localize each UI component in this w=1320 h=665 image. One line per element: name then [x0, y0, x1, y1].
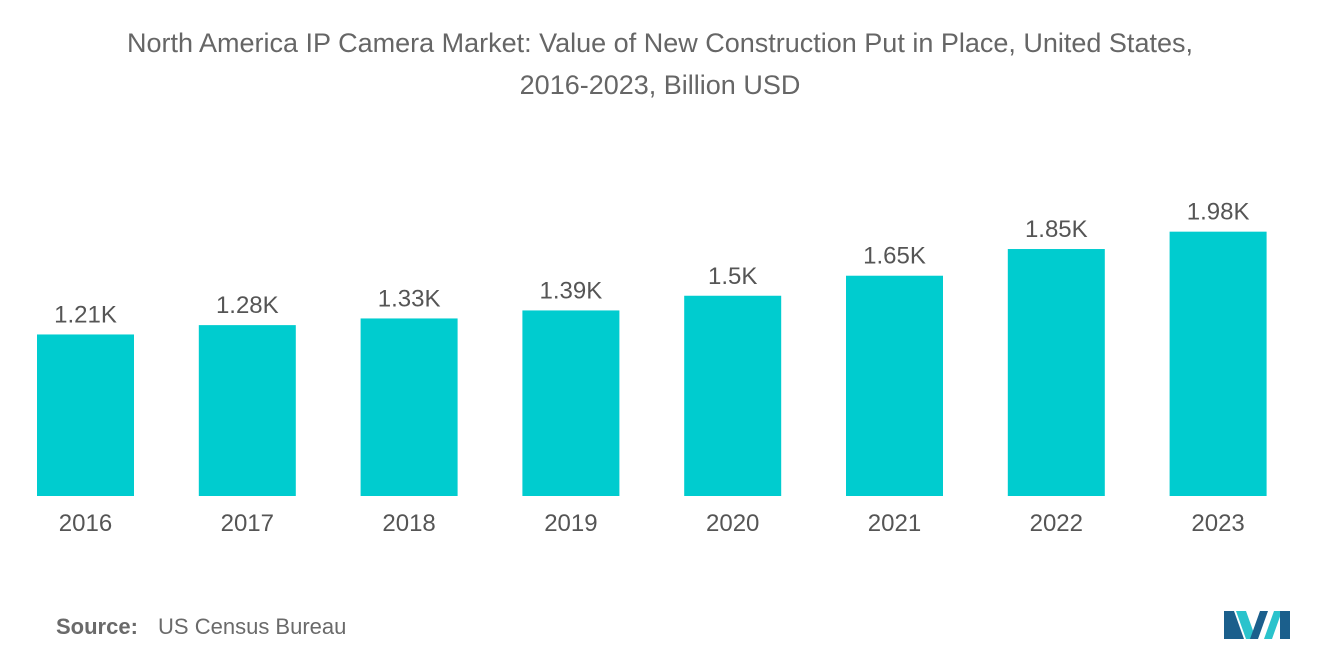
- data-label-2018: 1.33K: [378, 285, 441, 312]
- bar-chart: 1.21K 2016 1.28K 2017 1.33K 2018 1.39K 2019 1.5K…: [37, 199, 1267, 537]
- source-value: US Census Bureau: [158, 614, 347, 639]
- data-label-2019: 1.39K: [540, 277, 603, 304]
- source-note: Source: US Census Bureau: [56, 614, 346, 640]
- x-tick-label-2017: 2017: [221, 510, 274, 537]
- bar-2022: [1007, 249, 1105, 496]
- data-label-2016: 1.21K: [54, 301, 117, 328]
- data-label-2020: 1.5K: [708, 263, 757, 290]
- x-tick-label-2019: 2019: [544, 510, 597, 537]
- bar-2017: [198, 325, 296, 496]
- data-label-2021: 1.65K: [863, 243, 926, 270]
- x-tick-label-2022: 2022: [1030, 510, 1083, 537]
- chart-title: North America IP Camera Market: Value of…: [0, 22, 1320, 106]
- x-tick-label-2018: 2018: [382, 510, 435, 537]
- data-label-2017: 1.28K: [216, 292, 279, 319]
- mordor-intelligence-logo-icon: [1224, 611, 1290, 639]
- bar-2019: [522, 310, 620, 496]
- x-tick-label-2016: 2016: [59, 510, 112, 537]
- bar-2016: [37, 334, 134, 496]
- data-label-2022: 1.85K: [1025, 216, 1088, 243]
- x-tick-label-2020: 2020: [706, 510, 759, 537]
- bar-2021: [846, 275, 943, 496]
- bar-2020: [684, 295, 782, 496]
- bar-2023: [1169, 231, 1267, 497]
- bar-2018: [360, 318, 458, 496]
- source-label: Source:: [56, 614, 138, 639]
- data-label-2023: 1.98K: [1187, 199, 1250, 226]
- chart-title-line-1: North America IP Camera Market: Value of…: [127, 28, 1193, 58]
- x-tick-label-2021: 2021: [868, 510, 921, 537]
- x-tick-label-2023: 2023: [1191, 510, 1244, 537]
- chart-title-line-2: 2016-2023, Billion USD: [519, 70, 801, 100]
